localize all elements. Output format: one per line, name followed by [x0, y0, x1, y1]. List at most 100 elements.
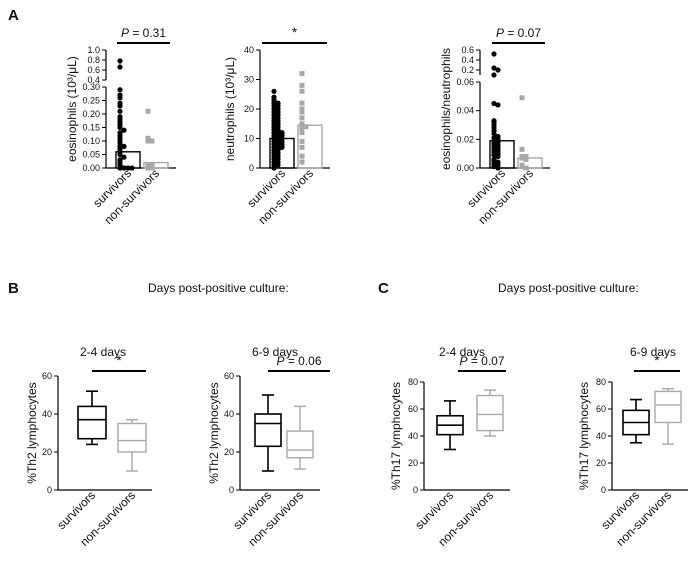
y-tick-label: 0: [413, 485, 418, 495]
data-point-survivors: [271, 88, 277, 94]
panel-c-header: Days post-positive culture:: [498, 281, 639, 295]
y-tick-label: 60: [42, 371, 52, 381]
p-value: *: [116, 352, 122, 368]
p-symbol: P: [121, 26, 129, 40]
data-point-survivors: [117, 95, 123, 101]
significance-label: P = 0.06: [276, 354, 321, 368]
y-tick-label: 20: [224, 447, 234, 457]
y-tick-label: 0: [249, 163, 254, 173]
data-point-survivors: [491, 152, 497, 158]
box-iqr: [77, 405, 107, 440]
data-point-survivors: [121, 165, 127, 171]
data-point-non-survivors: [299, 130, 305, 136]
data-point-non-survivors: [299, 88, 305, 94]
data-point-non-survivors: [299, 159, 305, 165]
mean-bar-non-survivors: [297, 124, 323, 169]
y-tick-label: 80: [408, 377, 418, 387]
significance-c1: P = 0.07: [458, 354, 506, 372]
y-tick-label: 0.04: [456, 106, 474, 116]
data-point-non-survivors: [299, 127, 305, 133]
data-point-non-survivors: [519, 146, 525, 152]
significance-label: *: [116, 352, 122, 368]
data-point-non-survivors: [299, 121, 305, 127]
y-tick-label: 60: [224, 371, 234, 381]
data-point-survivors: [491, 51, 497, 57]
data-point-survivors: [491, 100, 497, 107]
box-iqr: [254, 413, 282, 448]
data-point-non-survivors: [523, 165, 529, 171]
data-point-non-survivors: [519, 95, 525, 101]
y-tick-label: 40: [42, 409, 52, 419]
significance-b1: *: [92, 352, 146, 372]
y-tick-label: 60: [596, 404, 606, 414]
box-iqr: [654, 390, 682, 424]
y-tick-label: 20: [42, 447, 52, 457]
y-tick-label: 0.6: [461, 45, 474, 55]
y-tick-label: 40: [224, 409, 234, 419]
data-point-non-survivors: [299, 71, 305, 77]
p-value: = 0.07: [467, 354, 504, 368]
data-point-survivors: [117, 165, 123, 171]
data-point-non-survivors: [299, 153, 305, 159]
chart-title: 6-9 days: [630, 345, 676, 359]
y-tick-label: 30: [244, 75, 254, 85]
data-point-survivors: [279, 144, 285, 150]
y-tick-label: 80: [596, 377, 606, 387]
significance-b2: P = 0.06: [268, 354, 330, 372]
significance-a2: *: [262, 24, 327, 44]
significance-label: P = 0.31: [121, 26, 166, 40]
box-survivors: [254, 394, 282, 472]
data-point-non-survivors: [299, 82, 305, 88]
y-tick-label: 0.06: [456, 77, 474, 87]
y-axis-label: %Th2 lymphocytes: [207, 382, 221, 483]
y-tick-label: 0.8: [87, 55, 100, 65]
y-tick-label: 0.4: [87, 75, 100, 85]
data-point-survivors: [117, 124, 123, 131]
y-tick-label: 20: [408, 458, 418, 468]
y-tick-label: 0.20: [82, 109, 100, 119]
y-tick-label: 0.10: [82, 136, 100, 146]
box-iqr: [476, 394, 504, 432]
y-tick-label: 60: [408, 404, 418, 414]
data-point-survivors: [495, 67, 501, 73]
y-tick-label: 0.2: [461, 65, 474, 75]
chart-title: 6-9 days: [252, 345, 298, 359]
data-point-survivors: [491, 131, 497, 137]
data-point-non-survivors: [149, 138, 155, 144]
y-tick-label: 0.05: [82, 150, 100, 160]
box-iqr: [286, 430, 314, 459]
data-point-survivors: [495, 153, 501, 160]
data-point-survivors: [121, 127, 127, 133]
y-tick-label: 10: [244, 134, 254, 144]
y-tick-label: 0.02: [456, 134, 474, 144]
panel-label-c: C: [378, 280, 389, 297]
panel-label-b: B: [8, 280, 19, 297]
p-value: = 0.07: [504, 26, 541, 40]
data-point-survivors: [117, 58, 123, 64]
data-point-survivors: [121, 154, 127, 160]
data-point-survivors: [491, 65, 497, 71]
data-point-survivors: [117, 103, 123, 109]
data-point-survivors: [117, 151, 123, 158]
y-tick-label: 0: [47, 485, 52, 495]
box-non-survivors: [476, 389, 504, 437]
data-point-non-survivors: [299, 106, 305, 112]
p-symbol: P: [459, 354, 467, 368]
data-point-non-survivors: [145, 135, 151, 141]
y-tick-label: 1.0: [87, 45, 100, 55]
data-point-non-survivors: [145, 108, 151, 114]
y-axis-label: %Th17 lymphocytes: [577, 382, 591, 490]
panel-label-a: A: [8, 7, 19, 24]
box-non-survivors: [654, 388, 682, 445]
y-axis-label: %Th17 lymphocytes: [389, 382, 403, 490]
p-value: = 0.31: [129, 26, 166, 40]
data-point-survivors: [117, 64, 123, 70]
p-value: = 0.06: [284, 354, 321, 368]
data-point-survivors: [125, 165, 131, 171]
data-point-survivors: [275, 162, 281, 168]
data-point-non-survivors: [299, 144, 305, 150]
data-point-non-survivors: [145, 162, 151, 168]
panel-b-header: Days post-positive culture:: [148, 281, 289, 295]
y-tick-label: 40: [408, 431, 418, 441]
